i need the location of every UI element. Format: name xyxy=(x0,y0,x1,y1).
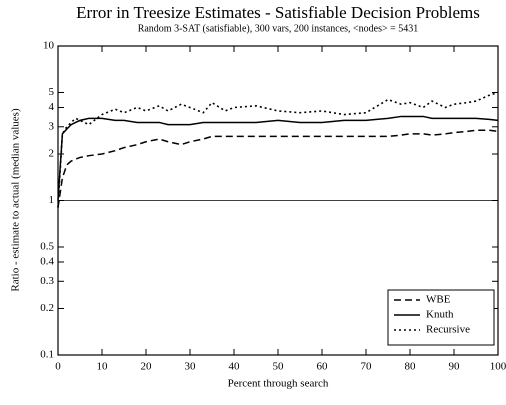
y-axis-label: Ratio - estimate to actual (median value… xyxy=(10,108,22,292)
legend-box xyxy=(387,289,495,346)
x-tick-label: 100 xyxy=(490,361,506,373)
y-tick-label: 0.4 xyxy=(40,256,54,268)
chart-subtitle: Random 3-SAT (satisfiable), 300 vars, 20… xyxy=(138,23,419,34)
x-tick-label: 60 xyxy=(317,361,329,373)
x-tick-label: 20 xyxy=(141,361,153,373)
legend-label: Knuth xyxy=(426,309,454,321)
y-tick-label: 3 xyxy=(49,120,55,132)
y-tick-label: 2 xyxy=(49,148,55,160)
y-tick-label: 1 xyxy=(49,194,55,206)
y-tick-label: 0.2 xyxy=(40,302,54,314)
x-tick-label: 50 xyxy=(273,361,285,373)
series-line xyxy=(57,129,499,208)
legend-label: Recursive xyxy=(426,324,470,336)
y-tick-label: 0.3 xyxy=(40,275,54,287)
x-axis-label: Percent through search xyxy=(228,378,329,390)
series-line xyxy=(57,91,499,208)
series-line xyxy=(57,115,499,201)
y-tick-label: 10 xyxy=(43,40,55,52)
x-tick-label: 40 xyxy=(229,361,241,373)
x-tick-label: 0 xyxy=(55,361,61,373)
y-tick-label: 0.1 xyxy=(40,349,54,361)
y-tick-label: 4 xyxy=(49,101,55,113)
y-tick-label: 0.5 xyxy=(40,241,54,253)
x-tick-label: 80 xyxy=(405,361,417,373)
y-tick-label: 5 xyxy=(49,86,55,98)
chart-title: Error in Treesize Estimates - Satisfiabl… xyxy=(76,3,480,22)
x-tick-label: 10 xyxy=(97,361,109,373)
legend-label: WBE xyxy=(426,294,451,306)
x-tick-label: 70 xyxy=(361,361,373,373)
x-tick-label: 30 xyxy=(185,361,197,373)
x-tick-label: 90 xyxy=(449,361,461,373)
